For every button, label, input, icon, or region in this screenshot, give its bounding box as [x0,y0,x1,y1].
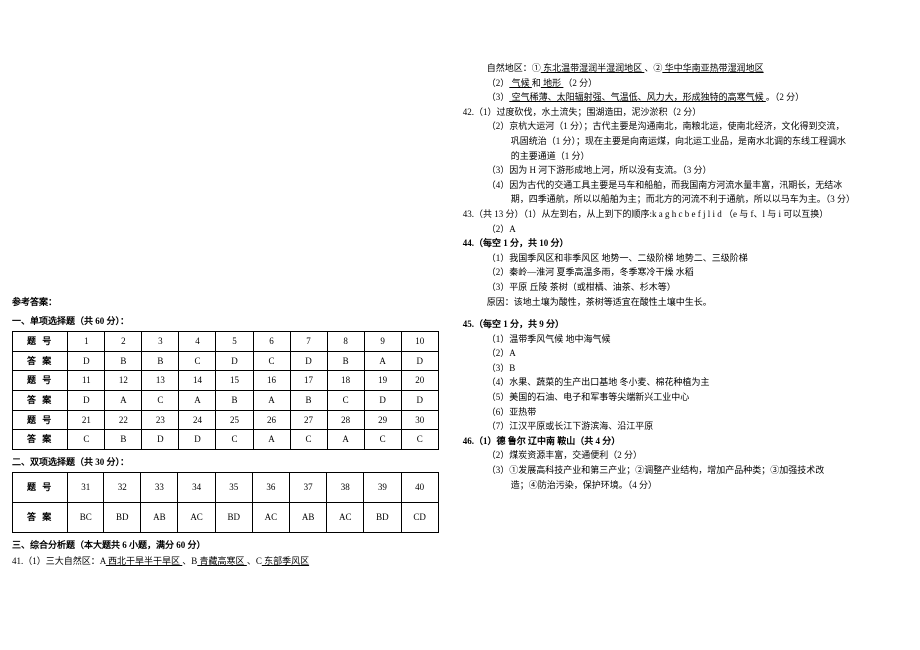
double-choice-table: 题 号 31323334353637383940 答 案 BCBDABACBDA… [12,472,439,532]
q45-1: （1）温带季风气候 地中海气候 [463,333,908,346]
section1-title: 一、单项选择题（共 60 分）： [12,315,439,328]
table-row: 题 号 12345678910 [13,332,439,352]
q44-3: （3）平原 丘陵 茶树（或柑橘、油茶、杉木等） [463,281,908,294]
q46-3a: （3）①发展高科技产业和第三产业；②调整产业结构，增加产品种类；③加强技术改 [463,464,908,477]
q44h: 44.（每空 1 分，共 10 分） [463,237,908,250]
q43a: 43.（共 13 分）（1）从左到右，从上到下的顺序:k a g h c b e… [463,208,908,221]
row-label: 题 号 [13,332,68,352]
q45-6: （6）亚热带 [463,406,908,419]
q46-2: （2）煤炭资源丰富，交通便利（2 分） [463,449,908,462]
q44-1: （1）我国季风区和非季风区 地势一、二级阶梯 地势二、三级阶梯 [463,252,908,265]
q41-2: （2） 气候 和 地形 （2 分） [463,77,908,90]
q45-2: （2）A [463,347,908,360]
single-choice-table: 题 号 12345678910 答 案 DBBCDCDBAD 题 号 11121… [12,331,439,450]
natural-region: 自然地区：① 东北温带湿润半湿润地区 、② 华中华南亚热带湿润地区 [463,62,908,75]
answers-heading: 参考答案： [12,296,439,309]
q42-4a: （4）因为古代的交通工具主要是马车和船舶，而我国南方河流水量丰富，汛期长，无结冰 [463,179,908,192]
left-column: 参考答案： 一、单项选择题（共 60 分）： 题 号 12345678910 答… [0,0,451,650]
table-row: 答 案 DACABABCDD [13,390,439,410]
ans-label: 答 案 [13,351,68,371]
q45h: 45.（每空 1 分，共 9 分） [463,318,908,331]
q42-1: 42.（1）过度砍伐，水土流失；围湖造田，泥沙淤积（2 分） [463,106,908,119]
q45-4: （4）水果、蔬菜的生产出口基地 冬小麦、棉花种植为主 [463,376,908,389]
q46-1: 46.（1）德 鲁尔 辽中南 鞍山（共 4 分） [463,435,908,448]
q44-2: （2）秦岭—淮河 夏季高温多雨，冬季寒冷干燥 水稻 [463,266,908,279]
q41-1: 41.（1）三大自然区：A 西北干旱半干旱区 、B 青藏高寒区 、C 东部季风区 [12,555,439,568]
table-row: 答 案 DBBCDCDBAD [13,351,439,371]
q41-3: （3） 空气稀薄、太阳辐射强、气温低、风力大，形成独特的高寒气候 。（2 分） [463,91,908,104]
q42-2b: 巩固统治（1 分）；现在主要是向南运煤，向北运工业品，是南水北调的东线工程调水 [463,135,908,148]
q42-2a: （2）京杭大运河（1 分）；古代主要是沟通南北，南粮北运，使南北经济，文化得到交… [463,120,908,133]
q44-reason: 原因：该地土壤为酸性，茶树等适宜在酸性土壤中生长。 [463,296,908,309]
table-row: 题 号 21222324252627282930 [13,410,439,430]
section2-title: 二、双项选择题（共 30 分）： [12,456,439,469]
right-column: 自然地区：① 东北温带湿润半湿润地区 、② 华中华南亚热带湿润地区 （2） 气候… [451,0,920,650]
q42-3: （3）因为 H 河下游形成地上河，所以没有支流。（3 分） [463,164,908,177]
table-row: 题 号 31323334353637383940 [13,473,439,503]
section3-title: 三、综合分析题（本大题共 6 小题，满分 60 分） [12,539,439,552]
q42-4b: 期，四季通航，所以以船舶为主；而北方的河流不利于通航，所以以马车为主。（3 分） [463,193,908,206]
table-row: 答 案 CBDDCACACC [13,430,439,450]
q45-3: （3）B [463,362,908,375]
q43b: （2）A [463,223,908,236]
q45-7: （7）江汉平原或长江下游滨海、沿江平原 [463,420,908,433]
q42-2c: 的主要通道（1 分） [463,150,908,163]
q46-3b: 造；④防治污染，保护环境。（4 分） [463,479,908,492]
q45-5: （5）美国的石油、电子和军事等尖端新兴工业中心 [463,391,908,404]
table-row: 题 号 11121314151617181920 [13,371,439,391]
table-row: 答 案 BCBDABACBDACABACBDCD [13,502,439,532]
